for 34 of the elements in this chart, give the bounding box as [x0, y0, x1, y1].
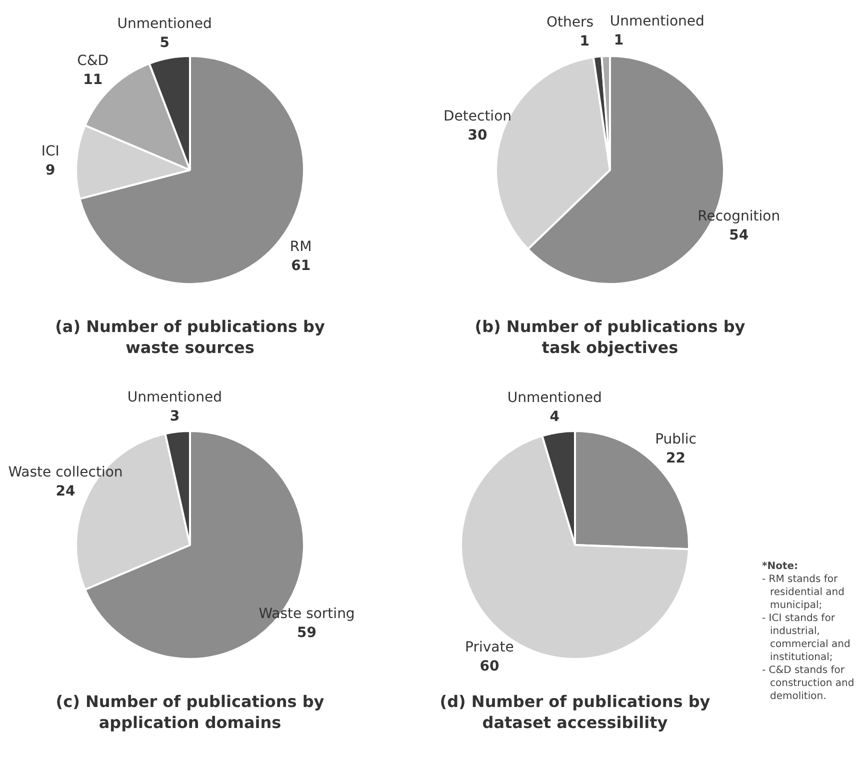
text: (d) Number of publications by dataset accessibility: [438, 691, 712, 733]
slice-label: C&D: [77, 52, 109, 69]
slice-label: Public: [655, 431, 697, 448]
slice-label: Others: [546, 14, 594, 30]
text: - RM stands for residential and municipal;: [762, 573, 846, 612]
slice-label: RM: [290, 239, 312, 256]
text: - ICI stands for industrial, commercial and institutional;: [762, 612, 852, 664]
data-label: 24: [56, 484, 76, 500]
data-label: 5: [160, 34, 170, 51]
text: (b) Number of publications by task objectives: [474, 316, 746, 358]
text: *Note:: [762, 560, 800, 573]
data-label: 1: [614, 32, 624, 49]
data-label: 60: [480, 658, 500, 674]
slice-label: Unmentioned: [127, 389, 222, 406]
data-label: 59: [297, 624, 316, 641]
slice-label: Unmentioned: [117, 16, 212, 32]
data-label: 11: [83, 72, 103, 88]
text: (c) Number of publications by application domains: [54, 691, 326, 733]
slice-label: ICI: [41, 143, 60, 160]
data-label: 22: [666, 450, 686, 466]
slice-label: Private: [465, 639, 514, 656]
data-label: 54: [729, 227, 749, 244]
text: - C&D stands for construction and demolition.: [762, 664, 856, 703]
text: (a) Number of publications by waste sources: [54, 316, 326, 358]
data-label: 30: [468, 127, 488, 144]
data-label: 1: [580, 33, 590, 50]
data-label: 3: [170, 408, 180, 424]
data-label: 4: [550, 409, 560, 426]
slice-label: Unmentioned: [507, 390, 602, 406]
data-label: 9: [46, 162, 56, 178]
slice-label: Waste collection: [8, 464, 123, 481]
data-label: 61: [291, 258, 311, 274]
slice-label: Unmentioned: [610, 14, 704, 30]
slice-label: Detection: [443, 108, 512, 124]
